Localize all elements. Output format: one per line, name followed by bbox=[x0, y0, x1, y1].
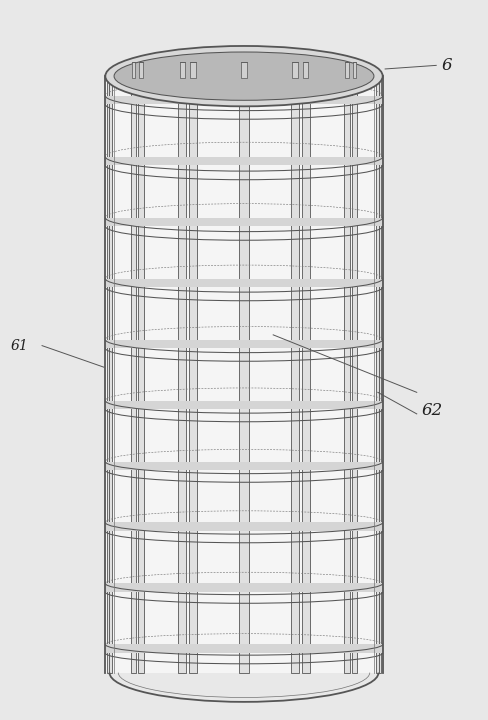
Text: 62: 62 bbox=[422, 402, 443, 419]
Polygon shape bbox=[241, 62, 247, 78]
Polygon shape bbox=[291, 76, 299, 672]
Polygon shape bbox=[292, 62, 298, 78]
Polygon shape bbox=[376, 76, 379, 672]
Polygon shape bbox=[302, 76, 310, 672]
Polygon shape bbox=[105, 340, 383, 348]
Ellipse shape bbox=[114, 52, 374, 100]
Polygon shape bbox=[303, 62, 308, 78]
Polygon shape bbox=[105, 96, 383, 104]
Polygon shape bbox=[107, 76, 109, 672]
Polygon shape bbox=[105, 583, 383, 592]
Polygon shape bbox=[353, 62, 356, 78]
Polygon shape bbox=[105, 644, 383, 653]
Polygon shape bbox=[105, 217, 383, 226]
Polygon shape bbox=[105, 279, 383, 287]
Polygon shape bbox=[131, 76, 136, 672]
Polygon shape bbox=[379, 76, 381, 672]
Polygon shape bbox=[180, 62, 185, 78]
Polygon shape bbox=[344, 76, 350, 672]
Text: 61: 61 bbox=[10, 338, 28, 353]
Polygon shape bbox=[138, 76, 144, 672]
Polygon shape bbox=[105, 523, 383, 531]
Polygon shape bbox=[105, 462, 383, 470]
Polygon shape bbox=[240, 76, 248, 672]
Ellipse shape bbox=[105, 46, 383, 107]
Polygon shape bbox=[190, 62, 196, 78]
Polygon shape bbox=[105, 157, 383, 166]
Polygon shape bbox=[345, 62, 349, 78]
Polygon shape bbox=[105, 400, 383, 409]
Polygon shape bbox=[139, 62, 143, 78]
Text: 6: 6 bbox=[441, 57, 452, 74]
Polygon shape bbox=[178, 76, 186, 672]
Polygon shape bbox=[105, 76, 383, 672]
Polygon shape bbox=[189, 76, 197, 672]
Polygon shape bbox=[109, 76, 112, 672]
Polygon shape bbox=[352, 76, 357, 672]
Polygon shape bbox=[132, 62, 135, 78]
